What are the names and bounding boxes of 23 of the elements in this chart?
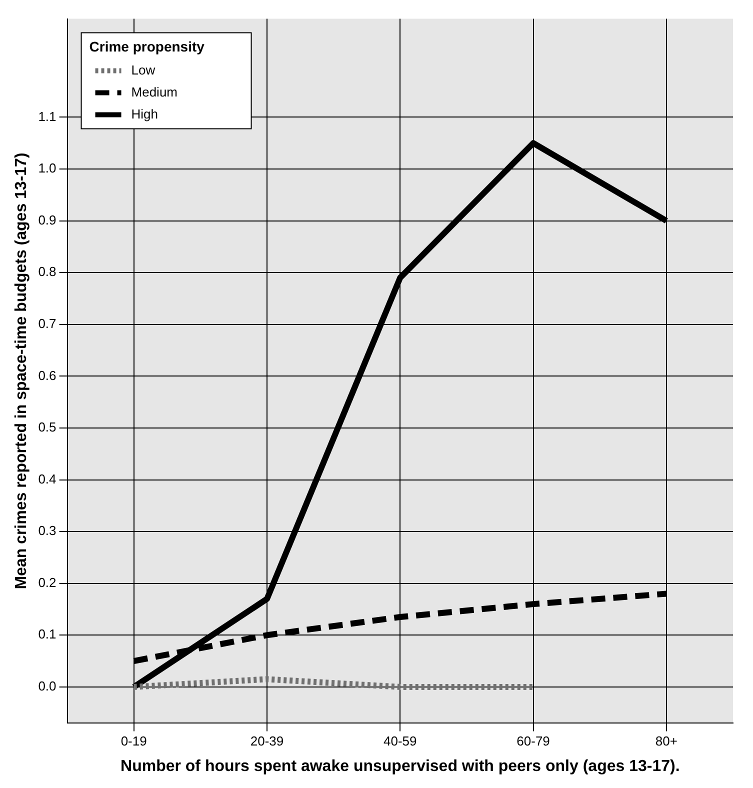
y-axis-title: Mean crimes reported in space-time budgets (ages 13-17) (13, 152, 30, 590)
y-tick-label: 0.9 (38, 212, 56, 228)
y-tick-label: 0.8 (38, 264, 56, 280)
x-tick-label: 80+ (655, 734, 678, 749)
y-tick-label: 0.7 (38, 316, 56, 331)
y-tick-label: 0.1 (38, 626, 56, 642)
y-tick-label: 0.6 (38, 368, 56, 383)
y-tick-label: 1.1 (38, 108, 56, 124)
legend-title: Crime propensity (89, 38, 205, 55)
y-tick-label: 1.0 (38, 160, 56, 176)
legend-label: Medium (131, 84, 178, 100)
legend-label: High (131, 106, 158, 122)
y-tick-label: 0.3 (38, 523, 56, 538)
y-tick-label: 0.0 (38, 678, 56, 694)
legend-label: Low (131, 62, 156, 78)
x-tick-label: 0-19 (120, 734, 147, 749)
x-axis-title: Number of hours spent awake unsupervised with peers only (ages 13-17). (120, 758, 680, 775)
x-tick-label: 20-39 (250, 734, 284, 749)
y-tick-label: 0.4 (38, 471, 56, 486)
x-tick-label: 60-79 (516, 734, 550, 749)
x-tick-label: 40-59 (384, 734, 417, 749)
y-tick-label: 0.5 (38, 420, 56, 435)
y-tick-label: 0.2 (38, 574, 56, 590)
